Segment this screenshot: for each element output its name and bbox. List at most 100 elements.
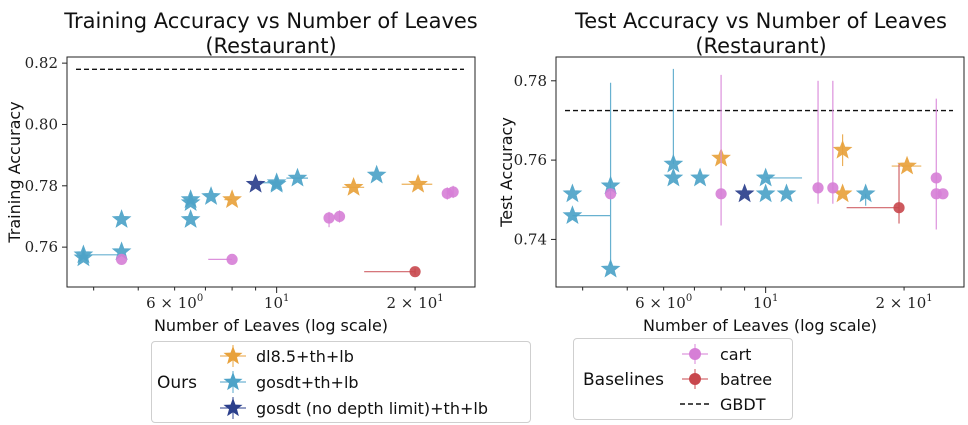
circle-marker — [812, 182, 824, 194]
train-series-3 — [115, 185, 459, 265]
orange-star-icon — [220, 345, 246, 367]
test-series-2 — [734, 183, 755, 203]
train-y-axis-label: Training Accuracy — [5, 101, 24, 243]
test-chart-subtitle: (Restaurant) — [695, 34, 826, 58]
legend-ours: Ours dl8.5+th+lb gosdt+th+lb gosdt (no d… — [151, 341, 531, 423]
star-marker — [562, 183, 583, 203]
star-marker — [245, 173, 266, 193]
test-y-tick-label: 0.74 — [514, 230, 547, 248]
legend-item-batree: batree — [678, 367, 772, 391]
star-marker — [73, 247, 94, 267]
star-marker — [855, 183, 876, 203]
train-series-0 — [222, 173, 433, 208]
test-x-tick-label: 101 — [753, 293, 778, 312]
train-x-tick-label: 101 — [264, 293, 289, 312]
test-series-3 — [604, 74, 949, 230]
circle-marker — [333, 210, 346, 223]
test-plot-area: 0.74 0.76 0.78 6 × 100 101 2 × 101 — [514, 68, 953, 312]
circle-marker — [226, 253, 238, 265]
train-series-1 — [73, 164, 387, 267]
legend-item-gbdt: GBDT — [678, 392, 765, 416]
train-x-axis-label: Number of Leaves (log scale) — [154, 316, 388, 335]
train-plot-frame — [66, 56, 476, 288]
legend-label: batree — [720, 369, 773, 389]
pink-circle-icon — [682, 344, 708, 364]
test-series-1 — [562, 68, 876, 278]
star-marker — [755, 183, 776, 203]
train-series-2 — [245, 173, 266, 193]
train-y-tick-label: 0.78 — [25, 177, 58, 195]
star-marker — [755, 167, 776, 187]
legend-item-gosdt-nodepth: gosdt (no depth limit)+th+lb — [216, 396, 488, 420]
train-plot-area: 0.76 0.78 0.80 0.82 6 × 100 101 2 × 101 — [25, 54, 464, 312]
test-chart-title: Test Accuracy vs Number of Leaves — [574, 9, 947, 33]
circle-marker — [115, 253, 128, 265]
test-x-axis-label: Number of Leaves (log scale) — [643, 316, 877, 335]
star-marker — [111, 209, 132, 228]
train-y-tick-label: 0.82 — [25, 54, 58, 72]
legend-item-cart: cart — [678, 342, 751, 366]
legend-label: dl8.5+th+lb — [256, 346, 354, 366]
star-marker — [600, 258, 621, 278]
star-marker — [366, 164, 387, 184]
train-series-4 — [364, 266, 421, 278]
circle-marker — [323, 212, 335, 224]
train-chart: Training Accuracy vs Number of Leaves (R… — [5, 9, 478, 335]
test-chart: Test Accuracy vs Number of Leaves (Resta… — [497, 9, 965, 335]
star-marker — [266, 173, 287, 193]
train-chart-subtitle: (Restaurant) — [205, 34, 336, 58]
test-y-tick-label: 0.78 — [514, 72, 547, 90]
circle-marker — [604, 188, 617, 200]
legend-label: GBDT — [720, 394, 766, 414]
train-x-tick-label: 2 × 101 — [387, 293, 444, 312]
star-marker — [562, 205, 583, 225]
figure-canvas: Training Accuracy vs Number of Leaves (R… — [5, 9, 965, 335]
circle-marker — [409, 266, 421, 278]
star-marker — [287, 167, 308, 187]
red-circle-icon — [682, 369, 708, 389]
train-y-tick-label: 0.80 — [25, 115, 58, 133]
star-marker — [897, 155, 917, 175]
star-marker — [832, 139, 853, 159]
star-marker — [201, 186, 221, 205]
legend-label: cart — [720, 344, 752, 364]
star-marker — [222, 189, 242, 208]
circle-marker — [447, 186, 459, 198]
legend-baselines-title: Baselines — [583, 370, 664, 390]
legend-label: gosdt (no depth limit)+th+lb — [256, 398, 488, 418]
blue-star-icon — [220, 371, 246, 393]
test-plot-frame — [555, 56, 965, 288]
test-y-axis-label: Test Accuracy — [497, 117, 516, 228]
legend-item-dl85: dl8.5+th+lb — [216, 344, 354, 368]
star-marker — [690, 167, 710, 187]
legend-star-marker — [223, 372, 243, 391]
circle-marker — [930, 172, 942, 184]
star-marker — [663, 167, 684, 187]
star-marker — [180, 209, 201, 228]
star-marker — [180, 189, 201, 208]
circle-marker — [715, 188, 727, 200]
star-marker — [776, 183, 797, 203]
legend-circle-marker — [689, 348, 701, 360]
circle-marker — [937, 188, 949, 200]
legend-star-marker — [223, 346, 243, 365]
train-x-tick-label: 6 × 100 — [146, 293, 203, 312]
train-chart-title: Training Accuracy vs Number of Leaves — [63, 9, 478, 33]
legend-circle-marker — [689, 373, 701, 385]
star-marker — [408, 173, 428, 193]
dashed-line-icon — [680, 403, 710, 405]
test-y-tick-label: 0.76 — [514, 151, 547, 169]
circle-marker — [827, 182, 839, 194]
train-y-tick-label: 0.76 — [25, 238, 58, 256]
legend-item-gosdt: gosdt+th+lb — [216, 370, 359, 394]
legend-baselines: Baselines cart batree GBDT — [573, 338, 793, 420]
test-x-tick-label: 2 × 101 — [876, 293, 933, 312]
test-x-tick-label: 6 × 100 — [635, 293, 692, 312]
test-series-4 — [846, 164, 905, 224]
navy-star-icon — [220, 397, 246, 419]
star-marker — [734, 183, 755, 203]
star-marker — [343, 176, 364, 196]
legend-label: gosdt+th+lb — [256, 372, 359, 392]
legend-ours-title: Ours — [157, 373, 198, 393]
circle-marker — [893, 202, 905, 214]
